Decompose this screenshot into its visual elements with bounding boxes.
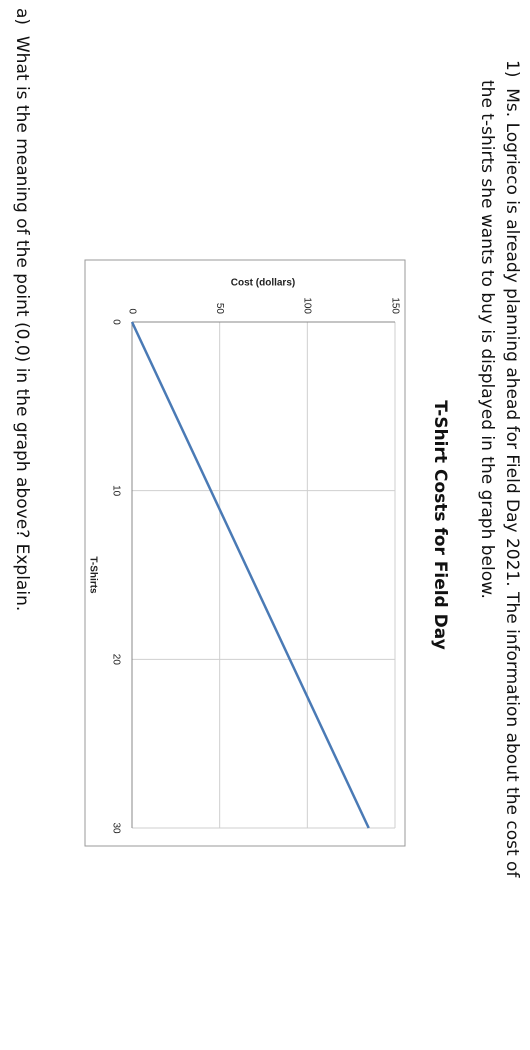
y-axis-title: Cost (dollars) — [231, 278, 295, 289]
part-a: a) What is the meaning of the point (0,0… — [12, 8, 32, 611]
y-tick-label: 100 — [302, 297, 313, 314]
x-tick-label: 0 — [110, 319, 121, 325]
x-axis-title: T-Shirts — [87, 556, 98, 594]
part-text: What is the meaning of the point (0,0) i… — [12, 35, 32, 612]
chart-frame — [84, 259, 406, 847]
y-tick-label: 50 — [214, 303, 225, 315]
x-tick-label: 10 — [110, 485, 121, 497]
x-tick-label: 20 — [110, 654, 121, 666]
y-tick-label: 150 — [389, 297, 400, 314]
x-tick-label: 30 — [110, 822, 121, 834]
y-tick-label: 0 — [126, 308, 137, 314]
data-line — [130, 321, 370, 829]
part-label: a) — [12, 8, 32, 26]
